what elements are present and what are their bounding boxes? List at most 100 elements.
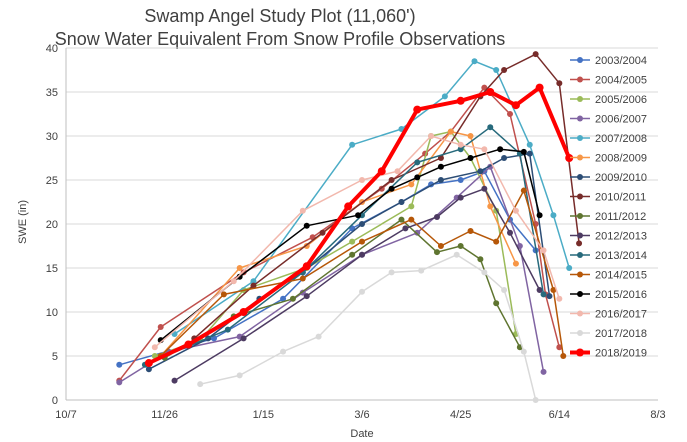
- series-2014-2015: [157, 187, 567, 359]
- legend-swatch-marker: [577, 76, 583, 83]
- data-point: [481, 146, 488, 153]
- data-point: [501, 287, 508, 293]
- data-point: [394, 168, 401, 175]
- data-point: [433, 213, 440, 220]
- data-point: [359, 251, 365, 258]
- data-point: [414, 229, 421, 236]
- data-point: [507, 229, 513, 236]
- data-point: [536, 287, 543, 293]
- data-point: [236, 372, 243, 379]
- legend-swatch-marker: [577, 57, 583, 63]
- data-point: [457, 177, 464, 183]
- data-point: [437, 163, 444, 170]
- data-point: [418, 267, 425, 274]
- data-point: [398, 199, 405, 205]
- data-point: [437, 177, 444, 183]
- data-point: [576, 240, 583, 247]
- data-point: [433, 249, 440, 256]
- series-2005-2006: [151, 128, 519, 359]
- y-tick-label: 40: [46, 43, 58, 55]
- legend-swatch-marker: [577, 96, 583, 102]
- data-point: [540, 368, 547, 375]
- data-point: [280, 348, 287, 355]
- series-2012-2013: [171, 185, 543, 384]
- data-point: [507, 111, 513, 117]
- data-point: [414, 159, 421, 166]
- data-point: [540, 291, 547, 298]
- data-point: [303, 293, 310, 300]
- x-axis-label: Date: [350, 428, 373, 440]
- data-point: [230, 278, 237, 285]
- data-point: [520, 148, 527, 155]
- data-point: [447, 128, 454, 135]
- data-point: [532, 51, 539, 58]
- data-point: [437, 243, 444, 249]
- legend-label: 2015/2016: [595, 289, 647, 301]
- data-point: [349, 251, 356, 258]
- data-point: [441, 93, 448, 100]
- series-line: [118, 166, 545, 384]
- data-point: [550, 212, 557, 219]
- data-point: [239, 308, 248, 316]
- legend-swatch-marker: [577, 291, 583, 297]
- data-point: [116, 379, 123, 386]
- data-point: [501, 155, 508, 161]
- data-point: [501, 67, 508, 73]
- series-2004-2005: [116, 84, 563, 384]
- data-point: [236, 265, 243, 271]
- data-point: [240, 335, 247, 342]
- data-point: [535, 83, 544, 92]
- data-point: [546, 293, 553, 300]
- legend-label: 2011/2012: [595, 211, 646, 223]
- legend-label: 2014/2015: [595, 270, 647, 282]
- data-point: [197, 381, 204, 388]
- data-point: [116, 361, 123, 368]
- data-point: [280, 295, 287, 302]
- data-point: [250, 278, 257, 285]
- data-point: [359, 177, 365, 183]
- data-point: [408, 203, 415, 210]
- data-point: [349, 141, 356, 148]
- data-point: [359, 238, 365, 245]
- data-point: [556, 80, 563, 87]
- legend-swatch-marker: [577, 330, 583, 336]
- data-point: [319, 229, 326, 236]
- data-point: [398, 216, 405, 223]
- data-point: [512, 207, 519, 214]
- data-point: [184, 340, 193, 349]
- data-point: [493, 238, 500, 245]
- legend-swatch-marker: [577, 115, 583, 122]
- data-point: [497, 146, 504, 153]
- data-point: [467, 155, 474, 161]
- data-point: [250, 282, 257, 289]
- x-tick-label: 1/15: [253, 409, 274, 421]
- legend-label: 2007/2008: [595, 133, 647, 145]
- data-point: [550, 287, 557, 293]
- legend-label: 2016/2017: [595, 309, 647, 321]
- data-point: [536, 212, 543, 219]
- data-point: [359, 288, 365, 295]
- data-point: [511, 101, 520, 110]
- y-tick-label: 15: [46, 263, 58, 275]
- data-point: [453, 251, 460, 258]
- data-point: [566, 265, 573, 271]
- legend-swatch-marker: [577, 310, 583, 317]
- y-tick-label: 10: [46, 307, 58, 319]
- data-point: [388, 269, 395, 276]
- x-tick-label: 10/7: [55, 409, 76, 421]
- y-tick-label: 20: [46, 219, 58, 231]
- data-point: [477, 256, 484, 263]
- data-point: [565, 154, 574, 162]
- data-point: [388, 185, 395, 192]
- legend-swatch-marker: [576, 348, 584, 357]
- data-point: [481, 269, 488, 276]
- y-tick-label: 25: [46, 175, 58, 187]
- legend-swatch-marker: [577, 213, 583, 219]
- data-point: [414, 174, 421, 181]
- data-point: [157, 323, 164, 330]
- data-point: [526, 150, 533, 157]
- data-point: [171, 377, 178, 384]
- data-point: [471, 58, 478, 65]
- data-point: [467, 133, 474, 139]
- data-point: [477, 168, 484, 175]
